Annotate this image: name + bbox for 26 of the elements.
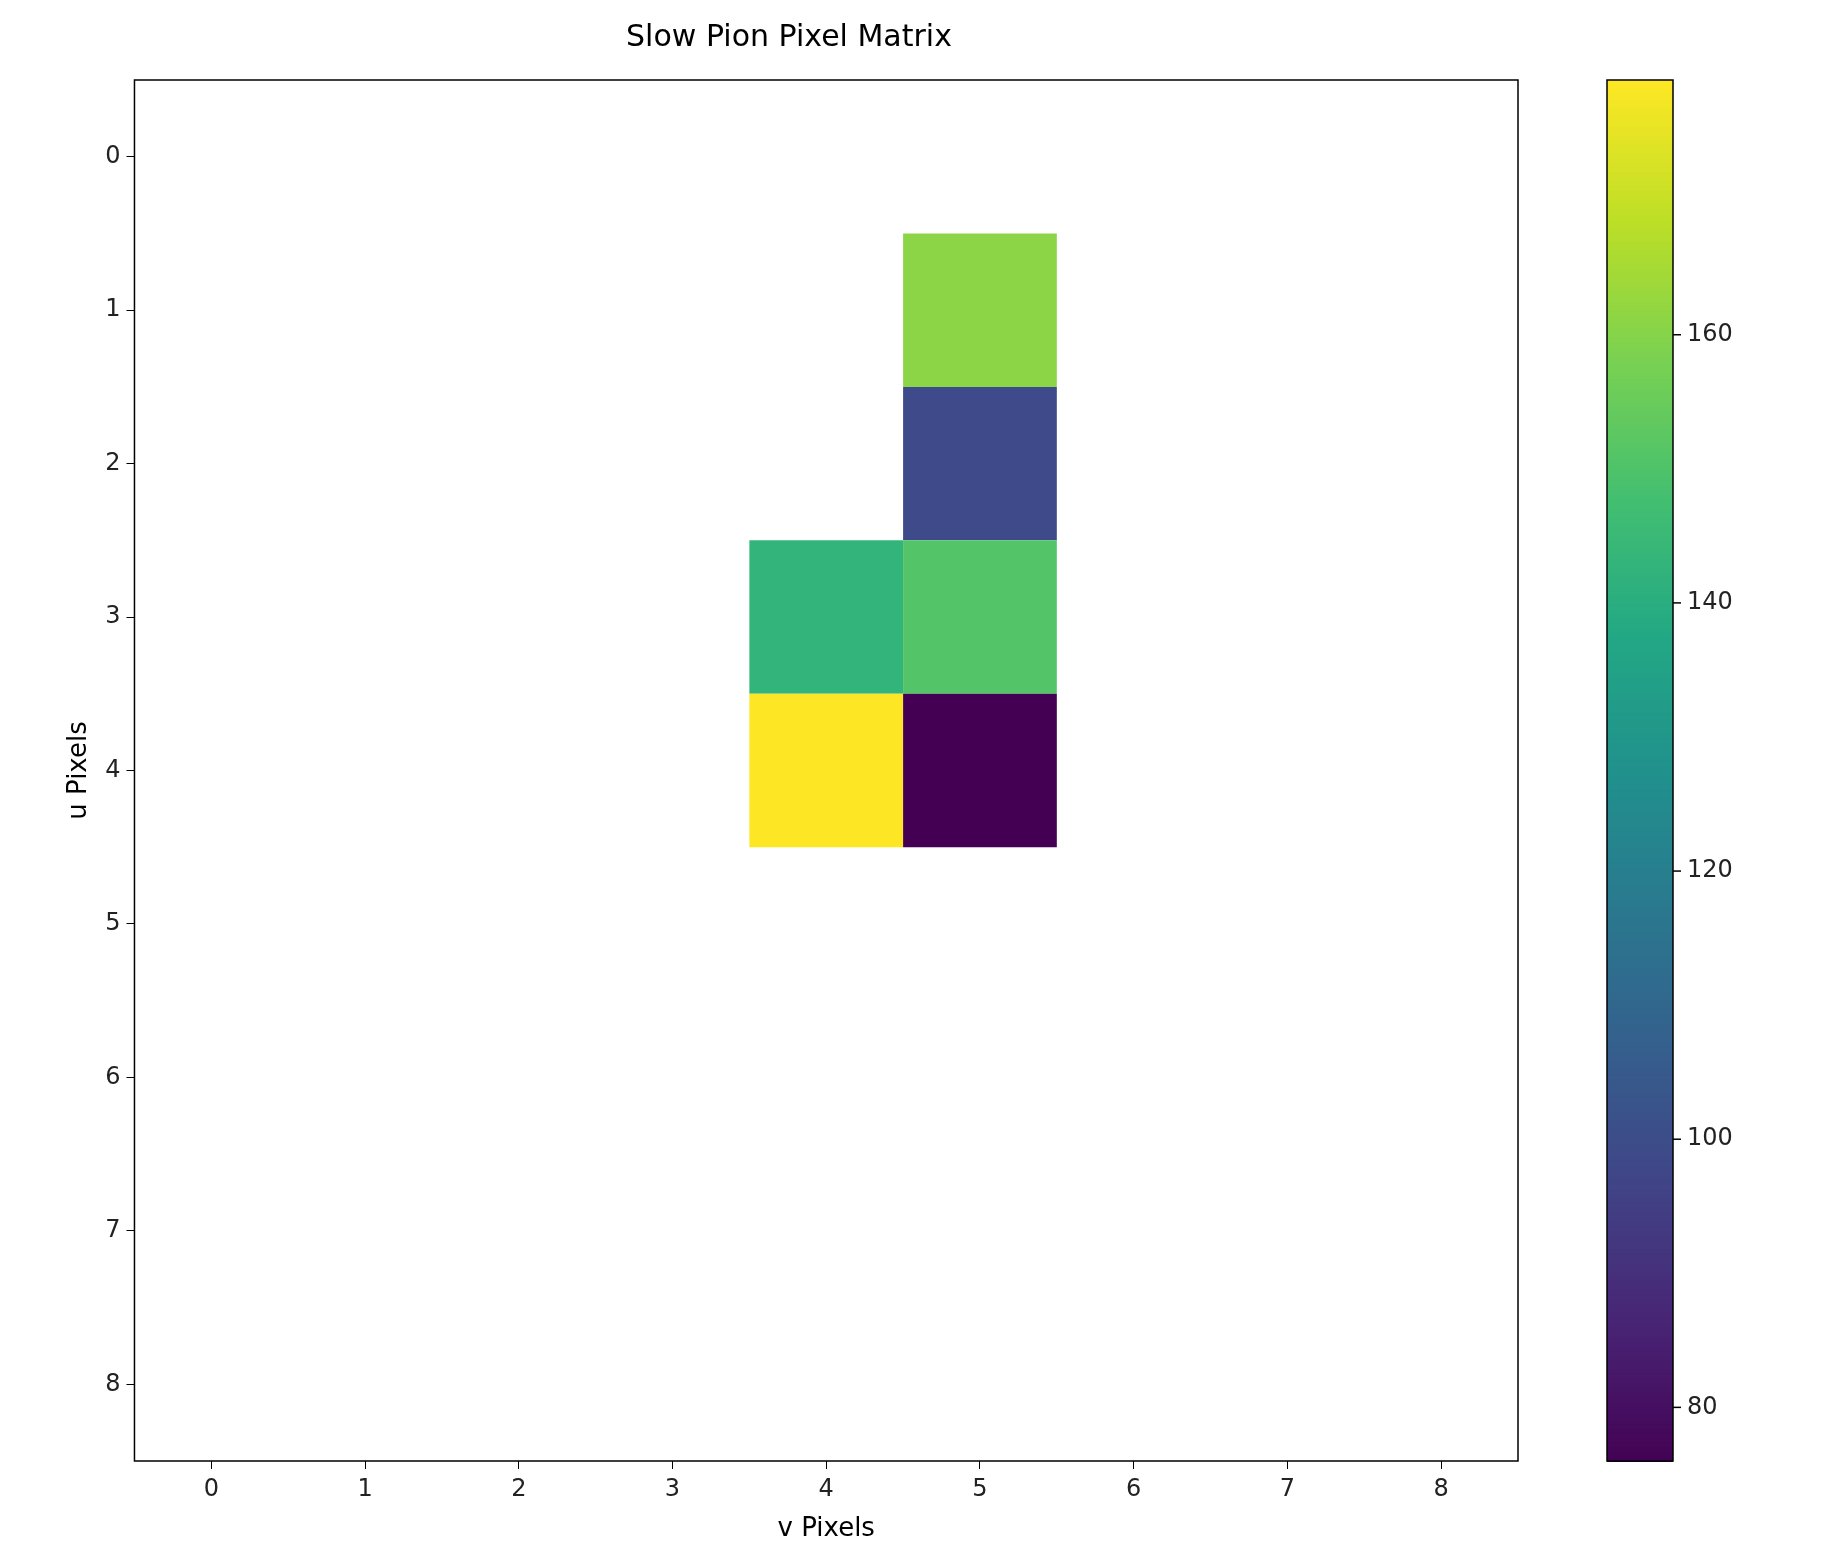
y-tick-label: 7 [105, 1215, 121, 1244]
x-tick-label: 5 [972, 1473, 988, 1502]
x-tick-label: 2 [511, 1473, 527, 1502]
y-tick-label: 8 [105, 1368, 121, 1397]
y-axis-title: u Pixels [62, 721, 93, 820]
y-tick-label: 2 [105, 447, 121, 476]
color-bar-label: 160 [1687, 318, 1733, 347]
x-tick-label: 1 [357, 1473, 373, 1502]
x-axis-title: v Pixels [777, 1512, 875, 1543]
x-tick-label: 8 [1433, 1473, 1449, 1502]
chart-title: Slow Pion Pixel Matrix [626, 17, 952, 53]
x-tick-label: 4 [818, 1473, 834, 1502]
y-tick-label: 1 [105, 294, 121, 323]
x-tick-label: 0 [203, 1473, 219, 1502]
y-tick-label: 6 [105, 1061, 121, 1090]
x-tick-label: 6 [1126, 1473, 1142, 1502]
color-bar-label: 100 [1687, 1123, 1733, 1152]
y-tick-label: 5 [105, 908, 121, 937]
x-tick-label: 7 [1279, 1473, 1296, 1502]
y-tick-label: 0 [105, 140, 121, 169]
color-bar-label: 80 [1687, 1391, 1718, 1420]
y-tick-label: 3 [105, 601, 121, 630]
x-tick-label: 3 [664, 1473, 681, 1502]
y-tick-label: 4 [105, 754, 121, 783]
color-bar-label: 140 [1687, 587, 1733, 616]
color-bar-label: 120 [1687, 855, 1733, 884]
